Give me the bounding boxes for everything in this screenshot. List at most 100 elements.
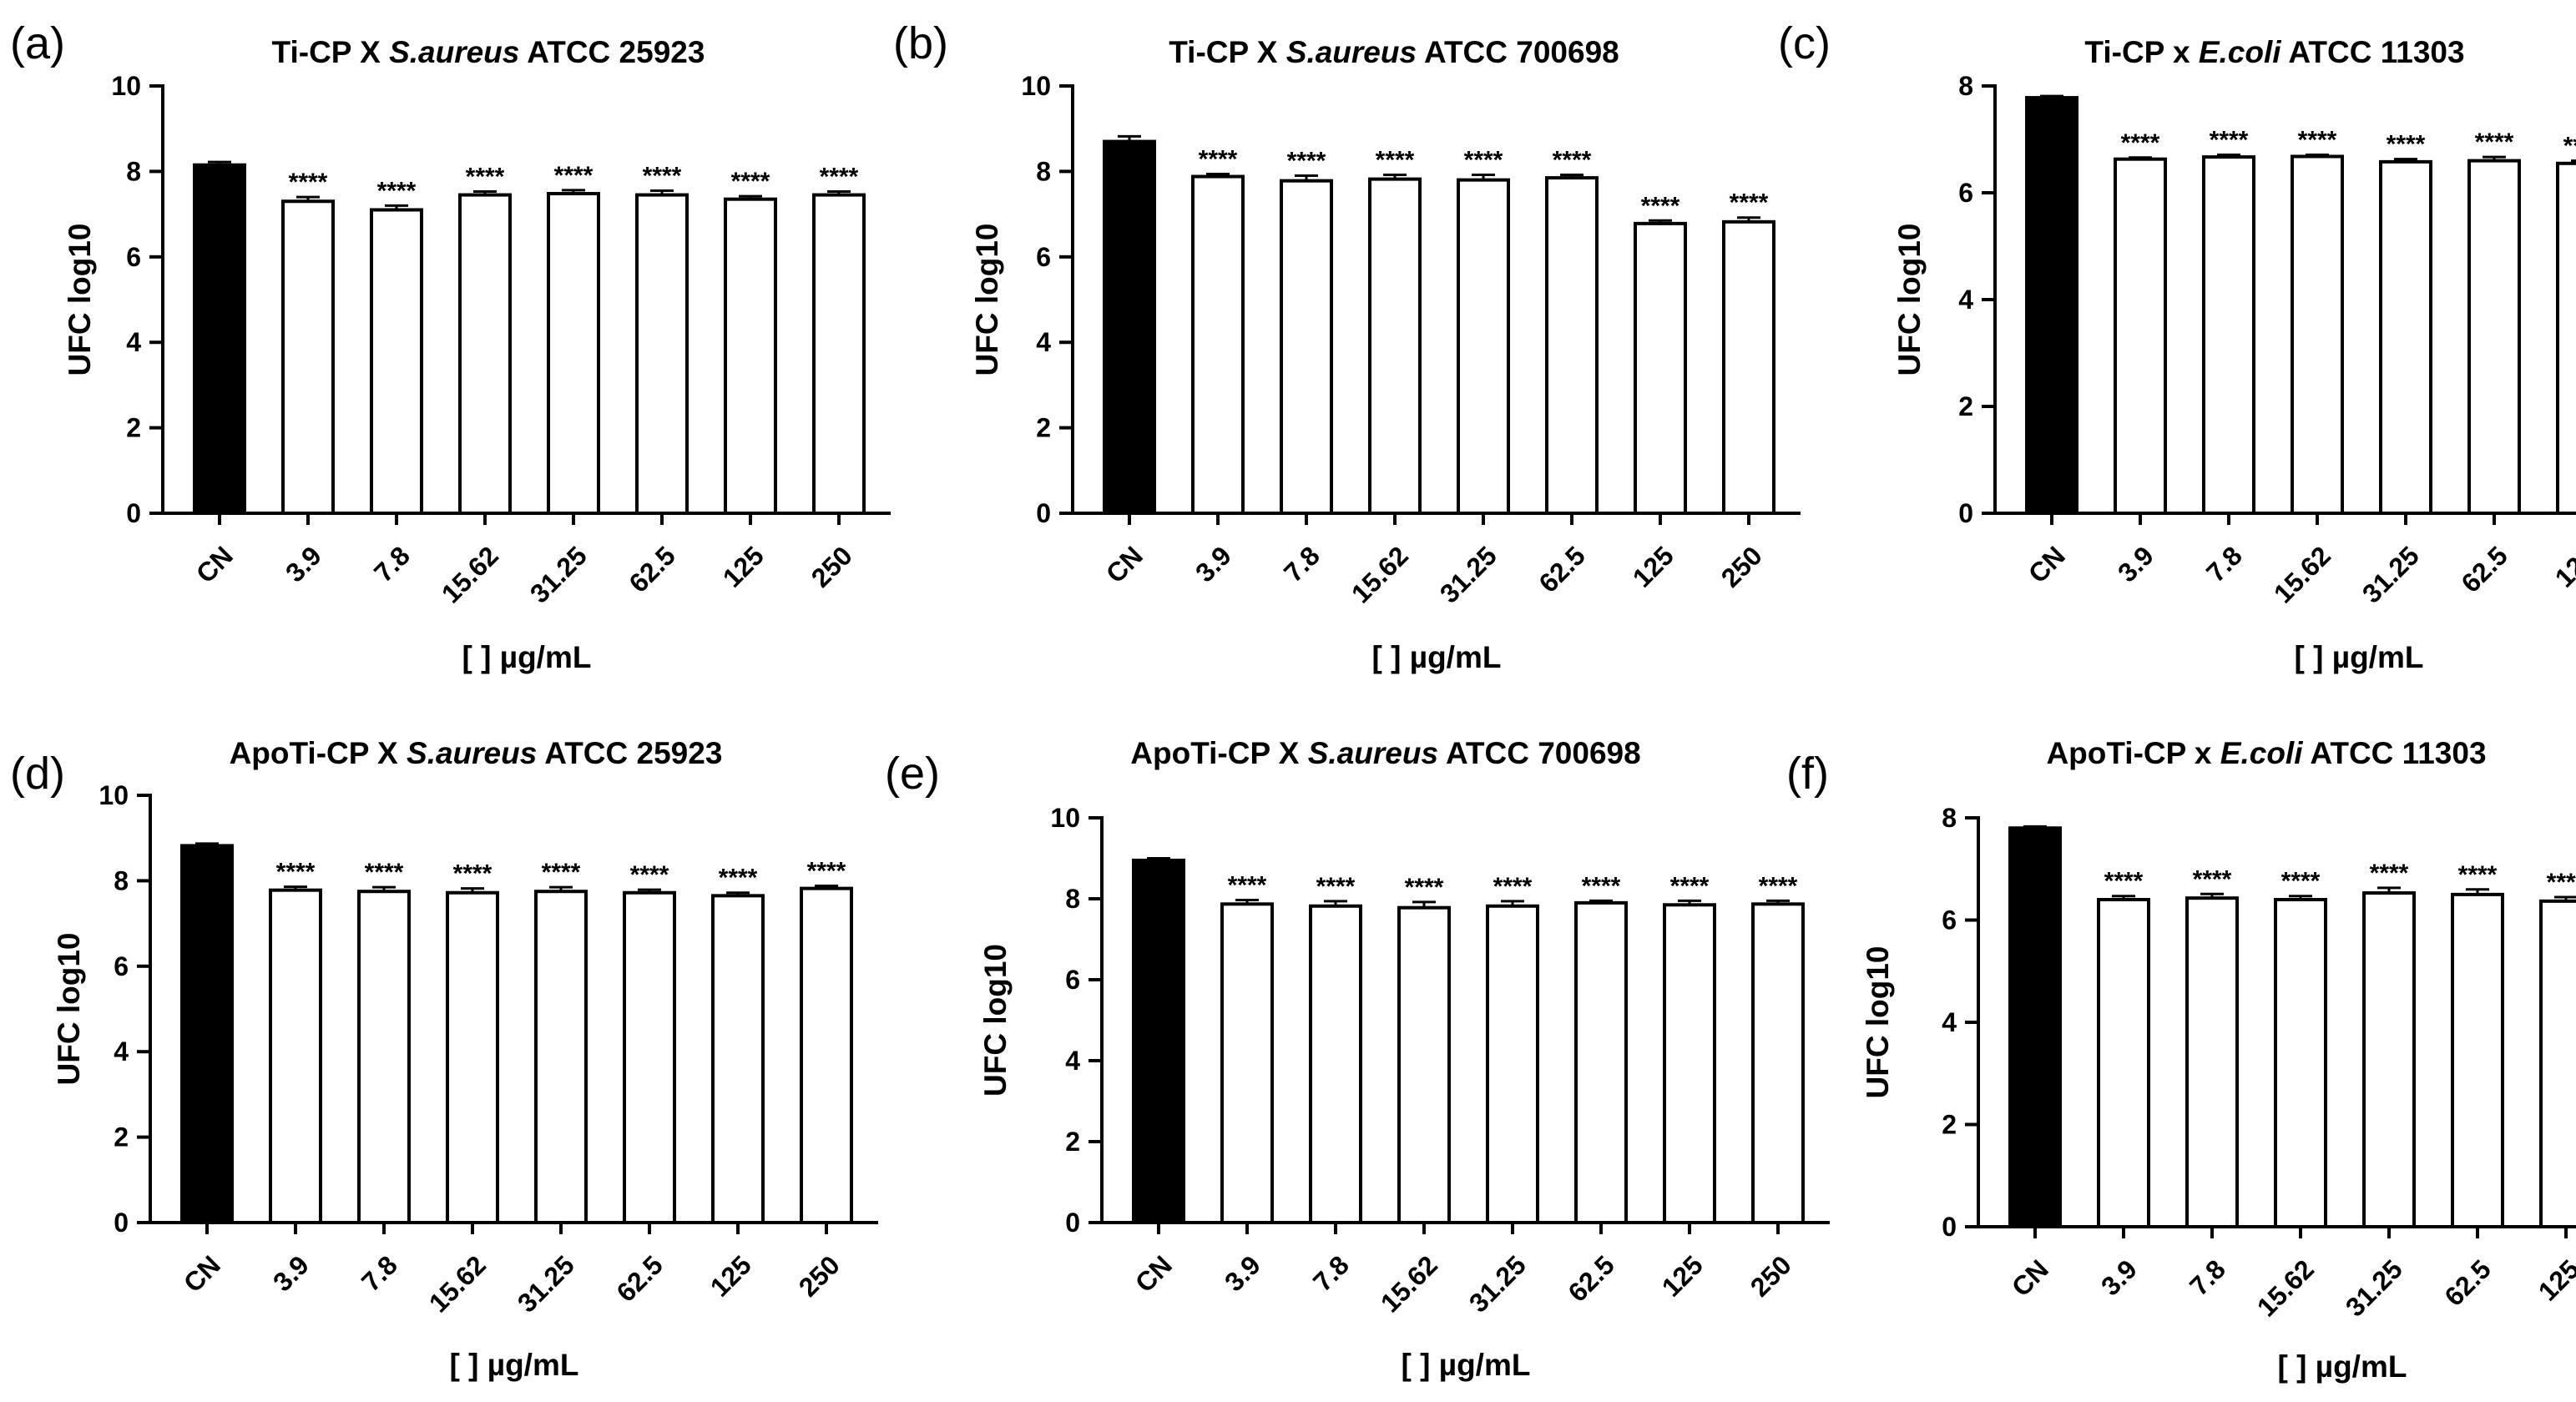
y-axis-label: UFC log10 xyxy=(970,224,1004,376)
bar-CN xyxy=(2008,826,2062,1228)
bar-7.8 xyxy=(2202,155,2255,515)
significance-label: **** xyxy=(377,177,417,204)
bar-15.62 xyxy=(446,890,499,1224)
chart-title-species: S.aureus xyxy=(1308,736,1438,770)
y-tick-label: 10 xyxy=(98,780,129,810)
x-tick-label: 250 xyxy=(1745,1249,1797,1302)
significance-label: **** xyxy=(2547,869,2576,896)
chart-title-prefix: Ti-CP x xyxy=(2084,35,2198,69)
significance-label: **** xyxy=(643,162,682,189)
chart-panel-e: (e) ApoTi-CP X S.aureus ATCC 700698 0 2 4 6 8 1… xyxy=(885,736,1830,1382)
bar-7.8 xyxy=(370,208,423,515)
significance-label: **** xyxy=(1228,871,1267,899)
y-tick-label: 8 xyxy=(114,865,129,895)
chart-panel-b: (b) Ti-CP X S.aureus ATCC 700698 0 2 4 6 8 10 UF… xyxy=(893,18,1801,674)
x-tick-label: CN xyxy=(1100,540,1149,588)
significance-label: **** xyxy=(1553,146,1592,174)
bar-15.62 xyxy=(2291,154,2344,515)
significance-label: **** xyxy=(2281,868,2321,895)
x-tick-label: 250 xyxy=(806,540,858,593)
bar-125 xyxy=(2556,161,2576,516)
significance-label: **** xyxy=(1493,873,1533,900)
x-tick-label: 125 xyxy=(705,1249,757,1302)
chart-title-suffix: ATCC 25923 xyxy=(537,736,722,770)
x-tick-label: 7.8 xyxy=(1278,540,1326,588)
x-axis-label: [ ] µg/mL xyxy=(1372,640,1502,674)
x-tick-label: CN xyxy=(178,1249,226,1298)
x-tick-label: 15.62 xyxy=(1375,1249,1443,1318)
x-tick-label: 3.9 xyxy=(1190,540,1237,588)
y-tick-label: 10 xyxy=(1050,803,1080,833)
significance-label: **** xyxy=(2121,129,2160,157)
significance-label: **** xyxy=(820,163,859,190)
x-tick-label: 250 xyxy=(1715,540,1768,593)
chart-panel-a: (a) Ti-CP X S.aureus ATCC 25923 0 2 4 6 8 10 UFC… xyxy=(10,18,891,674)
chart-title-species: S.aureus xyxy=(1286,35,1417,69)
x-tick-label: 125 xyxy=(2533,1253,2576,1306)
panel-label: (e) xyxy=(885,749,940,799)
bar-CN xyxy=(1132,858,1185,1225)
bar-7.8 xyxy=(2185,896,2239,1228)
bar-31.25 xyxy=(547,192,600,516)
significance-label: **** xyxy=(466,163,505,190)
bar-250 xyxy=(1751,902,1805,1225)
x-tick-label: 31.25 xyxy=(1434,540,1503,608)
bar-31.25 xyxy=(1457,178,1510,515)
bar-15.62 xyxy=(1368,177,1422,515)
y-tick-label: 4 xyxy=(1065,1046,1080,1076)
y-tick-label: 10 xyxy=(1021,71,1051,101)
x-tick-label: 62.5 xyxy=(623,540,680,598)
panel-label: (f) xyxy=(1786,749,1829,799)
bar-125 xyxy=(1634,221,1687,515)
significance-label: **** xyxy=(1316,873,1356,900)
significance-label: **** xyxy=(2193,865,2232,893)
bar-31.25 xyxy=(2362,891,2416,1228)
chart-title-suffix: ATCC 25923 xyxy=(519,35,705,69)
x-tick-label: 7.8 xyxy=(356,1249,403,1297)
x-tick-label: 31.25 xyxy=(1463,1249,1532,1318)
y-tick-label: 2 xyxy=(1065,1127,1080,1157)
x-tick-label: 125 xyxy=(717,540,770,593)
significance-label: **** xyxy=(731,168,770,195)
bar-125 xyxy=(711,894,765,1224)
x-tick-label: 31.25 xyxy=(512,1249,580,1318)
y-tick-label: 4 xyxy=(126,327,141,357)
significance-label: **** xyxy=(276,859,316,886)
chart-title-prefix: ApoTi-CP x xyxy=(2046,736,2220,770)
x-tick-label: 7.8 xyxy=(1307,1249,1355,1297)
chart-title: ApoTi-CP X S.aureus ATCC 25923 xyxy=(230,736,723,770)
x-tick-label: 31.25 xyxy=(2340,1253,2408,1322)
bar-CN xyxy=(1103,139,1156,515)
y-tick-label: 10 xyxy=(111,71,141,101)
bar-15.62 xyxy=(458,193,512,515)
bar-3.9 xyxy=(269,888,322,1224)
significance-label: **** xyxy=(1287,148,1326,175)
y-axis-label: UFC log10 xyxy=(52,933,86,1086)
chart-title-species: E.coli xyxy=(2220,736,2303,770)
chart-title-species: S.aureus xyxy=(407,736,537,770)
bar-CN xyxy=(193,163,246,515)
bar-62.5 xyxy=(1574,900,1628,1224)
bar-250 xyxy=(800,886,853,1224)
x-tick-label: 62.5 xyxy=(2438,1253,2496,1311)
bar-62.5 xyxy=(2467,159,2521,515)
y-tick-label: 0 xyxy=(1942,1212,1957,1242)
significance-label: **** xyxy=(1730,189,1769,217)
significance-label: **** xyxy=(1199,145,1238,173)
bar-62.5 xyxy=(1545,176,1599,516)
y-tick-label: 6 xyxy=(1065,965,1080,995)
y-tick-label: 0 xyxy=(126,498,141,528)
y-tick-label: 4 xyxy=(1036,327,1051,357)
y-tick-label: 8 xyxy=(1065,884,1080,914)
x-tick-label: CN xyxy=(190,540,239,588)
significance-label: **** xyxy=(2210,127,2249,154)
chart-title-suffix: ATCC 11303 xyxy=(2302,736,2486,770)
x-tick-label: 62.5 xyxy=(610,1249,668,1307)
y-tick-label: 6 xyxy=(1036,242,1051,272)
chart-panel-f: (f) ApoTi-CP x E.coli ATCC 11303 0 2 4 6 8 UFC … xyxy=(1786,736,2576,1384)
bar-62.5 xyxy=(2451,892,2504,1228)
y-tick-label: 4 xyxy=(1958,285,1973,315)
bar-31.25 xyxy=(1486,904,1539,1224)
bar-7.8 xyxy=(357,890,411,1224)
